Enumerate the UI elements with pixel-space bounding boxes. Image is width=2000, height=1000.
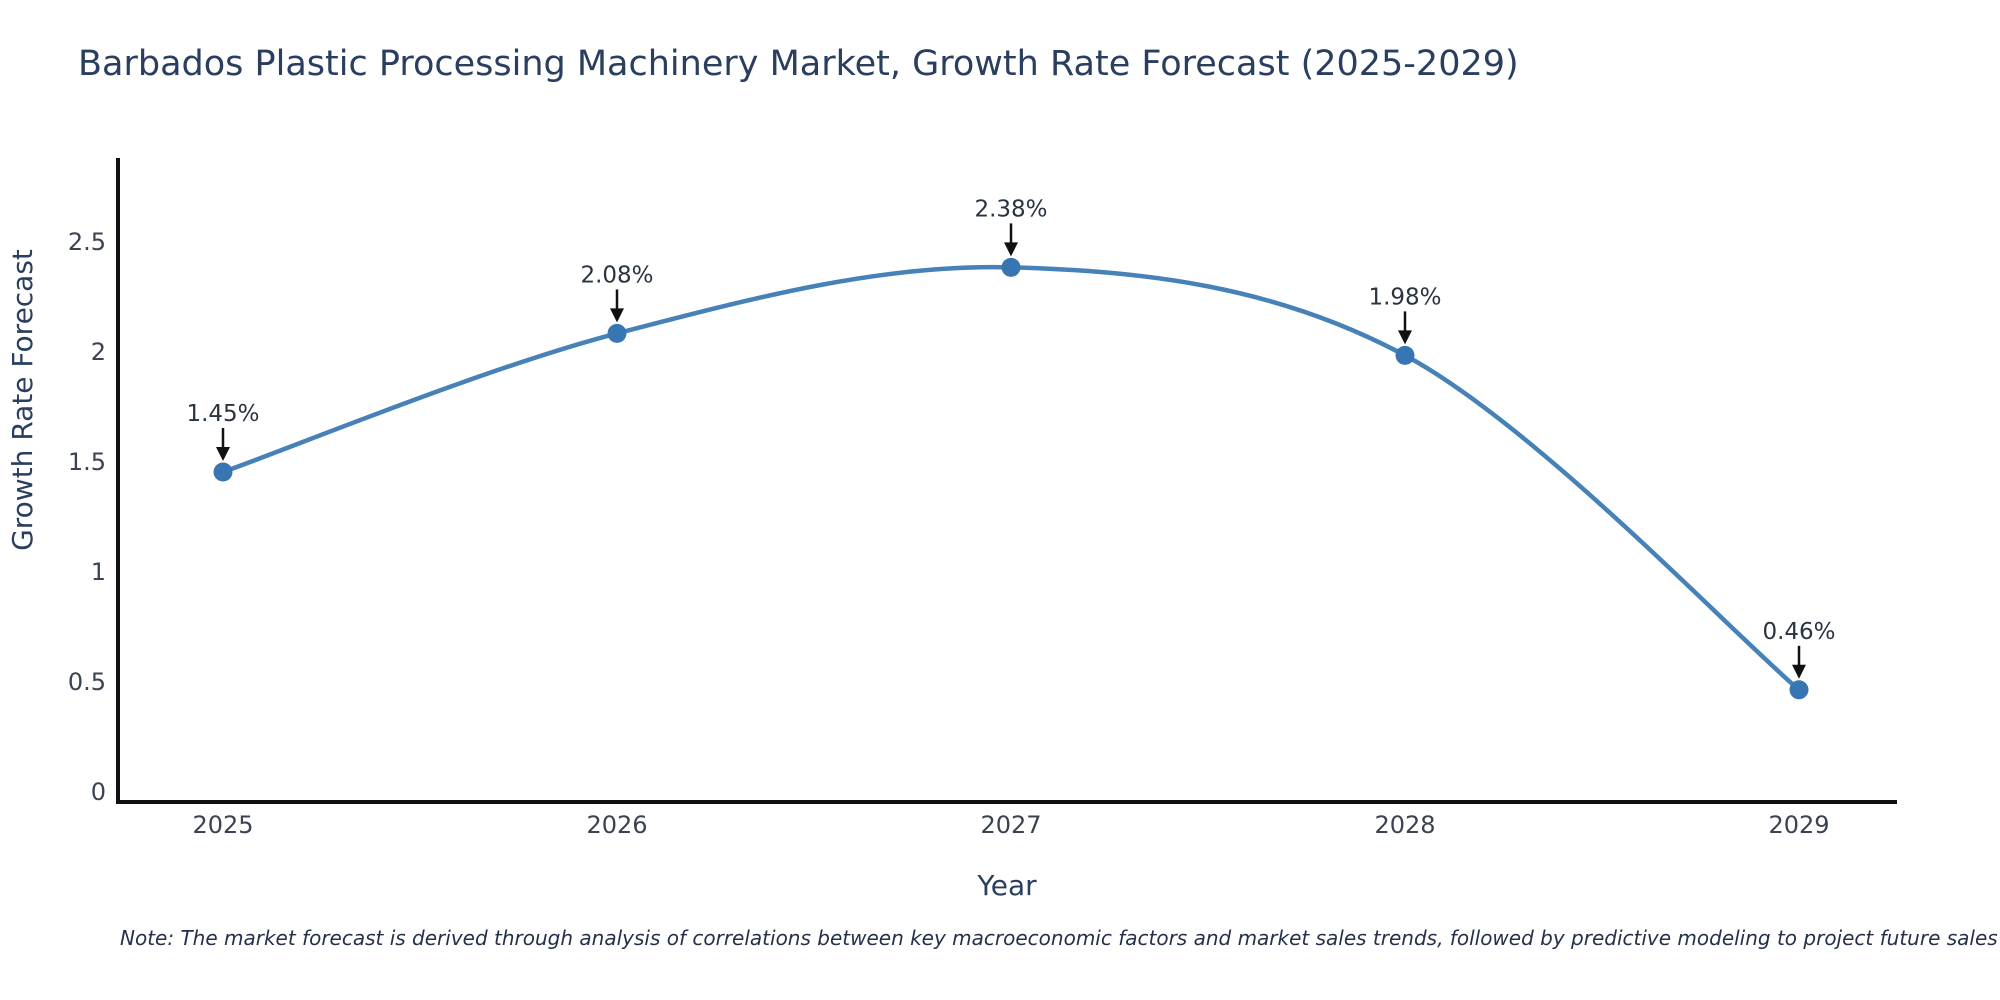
data-point-2027[interactable] [1001, 257, 1021, 277]
x-tick-label: 2028 [1374, 811, 1435, 839]
trend-line [220, 264, 1802, 693]
x-tick-label: 2025 [192, 811, 253, 839]
annotation-arrowhead [1004, 242, 1018, 257]
x-tick-label: 2027 [980, 811, 1041, 839]
y-tick-label: 0 [91, 778, 106, 806]
data-point-label: 0.46% [1762, 619, 1835, 645]
annotation-arrowhead [1398, 330, 1412, 345]
annotation-arrowhead [216, 447, 230, 461]
data-point-2028[interactable] [1395, 345, 1415, 365]
data-point-2025[interactable] [213, 462, 233, 482]
data-point-label: 1.98% [1368, 284, 1441, 310]
y-tick-label: 0.5 [68, 668, 106, 696]
y-tick-label: 1 [91, 558, 106, 586]
x-axis-title: Year [976, 869, 1037, 902]
data-point-2026[interactable] [607, 323, 627, 343]
annotation-arrowhead [1792, 664, 1806, 679]
y-axis-title: Growth Rate Forecast [6, 249, 39, 551]
y-tick-label: 2 [91, 338, 106, 366]
data-point-2029[interactable] [1789, 680, 1809, 700]
x-tick-label: 2026 [586, 811, 647, 839]
x-tick-label: 2029 [1768, 811, 1829, 839]
footnote: Note: The market forecast is derived thr… [120, 926, 1998, 950]
y-tick-label: 1.5 [68, 448, 106, 476]
chart-title: Barbados Plastic Processing Machinery Ma… [78, 44, 1519, 84]
y-tick-label: 2.5 [68, 228, 106, 256]
plot-area: 0 0.5 1 1.5 2 2.5 2025 2026 2027 2028 2029 1.45% 2.0… [68, 196, 1836, 839]
annotation-arrowhead [610, 308, 624, 323]
data-point-label: 2.08% [580, 262, 653, 288]
data-point-label: 1.45% [186, 401, 259, 427]
data-point-label: 2.38% [974, 196, 1047, 222]
